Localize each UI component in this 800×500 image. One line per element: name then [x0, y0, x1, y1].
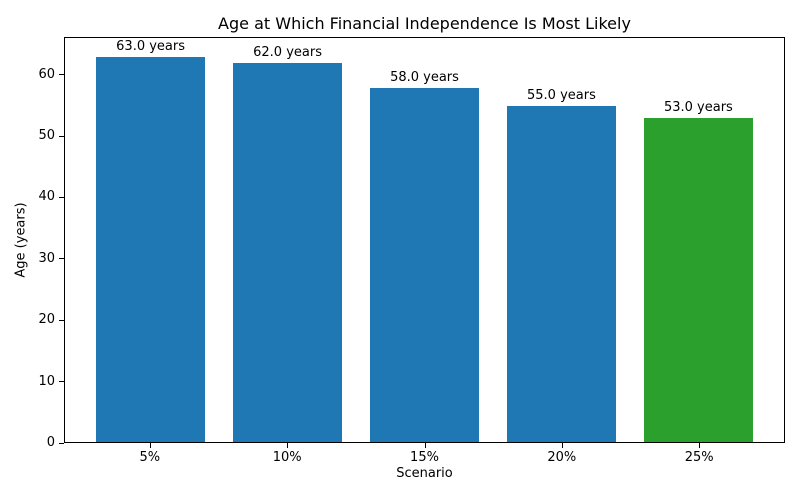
- bar-15%: [369, 87, 480, 442]
- y-tick-mark: [59, 319, 64, 321]
- y-tick-mark: [59, 442, 64, 444]
- y-tick-label-60: 60: [38, 66, 55, 82]
- x-tick-label-15%: 15%: [410, 450, 439, 465]
- x-axis-label: Scenario: [396, 466, 453, 481]
- y-tick-mark: [59, 196, 64, 198]
- x-tick-mark: [424, 443, 426, 448]
- bar-value-label-25%: 53.0 years: [663, 100, 733, 116]
- y-tick-label-30: 30: [38, 250, 55, 266]
- x-tick-label-20%: 20%: [547, 450, 577, 465]
- x-tick-label-25%: 25%: [684, 450, 714, 465]
- x-tick-mark: [287, 443, 289, 448]
- bar-10%: [232, 63, 343, 442]
- x-tick-mark: [699, 443, 701, 448]
- x-tick-label-10%: 10%: [272, 450, 302, 465]
- bar-value-label-10%: 62.0 years: [253, 45, 322, 61]
- bar-20%: [506, 106, 617, 442]
- bar-value-label-20%: 55.0 years: [527, 88, 596, 104]
- x-tick-label-5%: 5%: [139, 450, 161, 465]
- y-tick-mark: [59, 381, 64, 383]
- bar-25%: [643, 118, 754, 442]
- bar-value-label-5%: 63.0 years: [116, 39, 186, 55]
- y-tick-label-40: 40: [38, 189, 55, 205]
- y-tick-mark: [59, 135, 64, 137]
- x-tick-mark: [561, 443, 563, 448]
- y-tick-mark: [59, 258, 64, 260]
- y-tick-label-20: 20: [38, 312, 55, 328]
- y-tick-label-50: 50: [38, 128, 55, 144]
- chart-title: Age at Which Financial Independence Is M…: [218, 14, 631, 33]
- bar-value-label-15%: 58.0 years: [390, 69, 459, 85]
- y-tick-mark: [59, 74, 64, 76]
- y-tick-label-10: 10: [38, 373, 55, 389]
- plot-area: 63.0 years 62.0 years 58.0 years 55.0 years…: [64, 37, 785, 443]
- y-tick-label-0: 0: [46, 435, 55, 450]
- bar-5%: [95, 57, 206, 442]
- x-tick-mark: [149, 443, 151, 448]
